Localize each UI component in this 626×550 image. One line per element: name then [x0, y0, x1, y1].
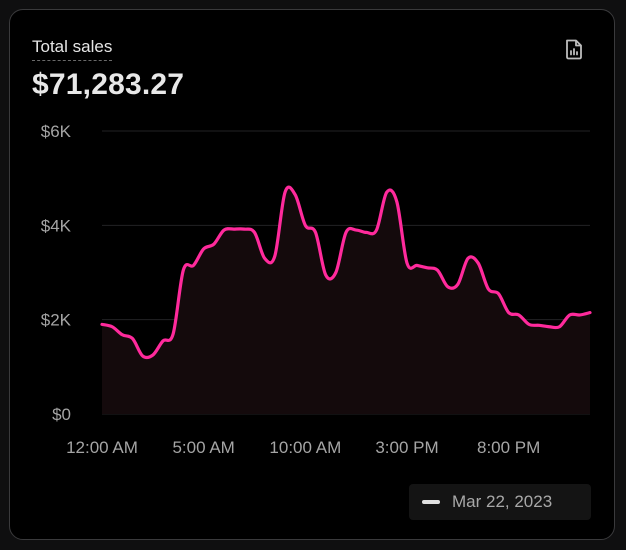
card-title[interactable]: Total sales — [32, 37, 113, 61]
sales-area-chart: $0 $2K $4K $6K 12:00 AM 5:00 AM 10:00 AM 3:00 … — [41, 122, 592, 457]
x-tick-label: 8:00 PM — [477, 438, 540, 457]
y-tick-label: $0 — [52, 405, 71, 424]
y-tick-label: $2K — [41, 311, 72, 330]
total-sales-card: Total sales $71,283.27 $0 $2K $4K $6K 12:00… — [9, 9, 615, 540]
document-chart-icon — [566, 39, 582, 60]
export-report-button[interactable] — [561, 36, 587, 62]
y-tick-label: $4K — [41, 216, 72, 235]
sales-area-fill — [102, 187, 590, 414]
legend-label: Mar 22, 2023 — [452, 492, 553, 511]
y-tick-label: $6K — [41, 122, 72, 141]
legend-swatch — [422, 500, 440, 504]
series-line-mar-22-2023 — [100, 185, 592, 360]
legend-item[interactable]: Mar 22, 2023 — [409, 484, 591, 520]
total-sales-value: $71,283.27 — [32, 68, 185, 101]
x-tick-label: 12:00 AM — [66, 438, 138, 457]
x-tick-label: 5:00 AM — [172, 438, 234, 457]
x-tick-label: 3:00 PM — [375, 438, 438, 457]
x-tick-label: 10:00 AM — [269, 438, 341, 457]
